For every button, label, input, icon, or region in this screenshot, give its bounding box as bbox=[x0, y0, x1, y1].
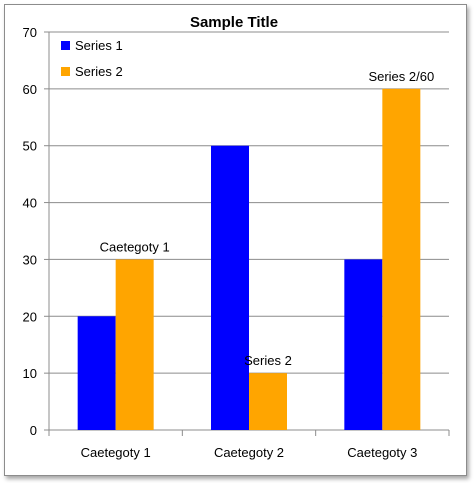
x-category-label: Caetegoty 1 bbox=[81, 445, 151, 460]
legend-swatch-series-1 bbox=[61, 41, 70, 50]
x-axis-categories: Caetegoty 1 Caetegoty 2 Caetegoty 3 bbox=[81, 445, 418, 460]
data-label: Caetegoty 1 bbox=[100, 239, 170, 254]
bar-series-2-category-2 bbox=[249, 373, 287, 430]
y-tick-label: 10 bbox=[23, 366, 37, 381]
legend-label: Series 1 bbox=[75, 38, 123, 53]
y-tick-label: 0 bbox=[30, 423, 37, 438]
legend-swatch-series-2 bbox=[61, 67, 70, 76]
bar-series-1-category-2 bbox=[211, 145, 249, 430]
data-label: Series 2/60 bbox=[368, 69, 434, 84]
bars bbox=[77, 88, 421, 430]
y-tick-label: 50 bbox=[23, 139, 37, 154]
legend-label: Series 2 bbox=[75, 64, 123, 79]
bar-series-1-category-3 bbox=[344, 259, 383, 430]
x-category-label: Caetegoty 3 bbox=[347, 445, 417, 460]
y-axis-ticks: 0 10 20 30 40 50 60 70 bbox=[23, 25, 37, 438]
y-tick-label: 40 bbox=[23, 196, 37, 211]
y-tick-label: 30 bbox=[23, 252, 37, 267]
data-label: Series 2 bbox=[244, 353, 292, 368]
x-category-label: Caetegoty 2 bbox=[214, 445, 284, 460]
bar-series-2-category-1 bbox=[115, 259, 154, 430]
data-labels: Caetegoty 1 Series 2 Series 2/60 bbox=[100, 69, 435, 368]
legend: Series 1 Series 2 bbox=[61, 38, 123, 79]
y-tick-label: 70 bbox=[23, 25, 37, 40]
y-tick-label: 60 bbox=[23, 82, 37, 97]
bar-series-1-category-1 bbox=[77, 316, 116, 430]
y-tick-label: 20 bbox=[23, 309, 37, 324]
chart-title: Sample Title bbox=[190, 14, 278, 31]
bar-series-2-category-3 bbox=[382, 88, 421, 430]
